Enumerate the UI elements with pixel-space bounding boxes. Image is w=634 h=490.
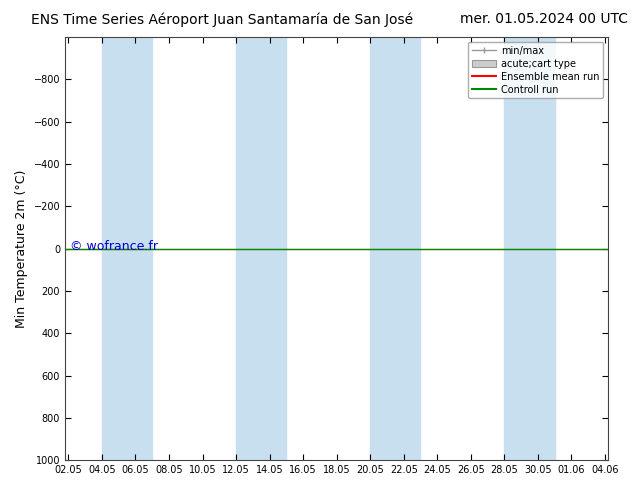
Bar (504, 37, 538, 460)
Bar (387, 37, 420, 460)
Bar (236, 37, 269, 460)
Y-axis label: Min Temperature 2m (°C): Min Temperature 2m (°C) (15, 170, 28, 328)
Legend: min/max, acute;cart type, Ensemble mean run, Controll run: min/max, acute;cart type, Ensemble mean … (468, 42, 604, 98)
Text: ENS Time Series Aéroport Juan Santamaría de San José: ENS Time Series Aéroport Juan Santamaría… (31, 12, 413, 27)
Text: © wofrance.fr: © wofrance.fr (70, 240, 158, 253)
Bar (119, 37, 152, 460)
Bar (521, 37, 555, 460)
Bar (370, 37, 404, 460)
Bar (102, 37, 136, 460)
Bar (253, 37, 287, 460)
Text: mer. 01.05.2024 00 UTC: mer. 01.05.2024 00 UTC (460, 12, 628, 26)
